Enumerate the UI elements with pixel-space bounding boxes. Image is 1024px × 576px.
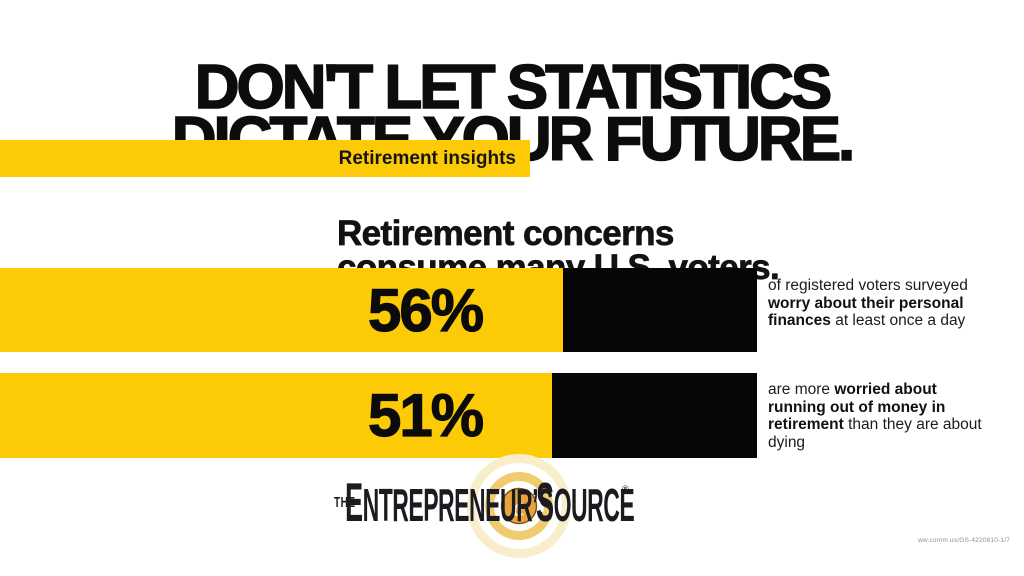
stat-row-51: 51% are more worried about running out o… — [0, 373, 1024, 458]
stat-section-heading-line1: Retirement concerns — [337, 214, 675, 254]
stat-description: are more worried about running out of mo… — [768, 381, 986, 451]
stat-value: 51% — [367, 381, 484, 449]
ribbon-label: Retirement insights — [338, 148, 516, 169]
retirement-insights-ribbon: Retirement insights — [0, 140, 530, 177]
stat-value: 56% — [367, 276, 484, 344]
stat-description: of registered voters surveyed worry abou… — [768, 277, 986, 330]
stat-bar-yellow — [0, 268, 563, 352]
stat-desc-post: at least once a day — [830, 312, 966, 329]
page-title-line1: DON'T LET STATISTICS — [194, 52, 833, 122]
logo-the: THE — [334, 494, 356, 511]
stat-desc-bold: worry about their personal finances — [768, 294, 964, 330]
logo-entrepreneurs: ENTREPRENEUR’S — [345, 472, 553, 533]
stat-desc-pre: are more — [768, 381, 835, 398]
logo-e-glyph: e — [513, 492, 525, 523]
stat-desc-bold: worried about running out of money in re… — [768, 381, 946, 433]
brand-logo: e THE ENTREPRENEUR’S SOURCE ® — [330, 454, 670, 570]
stat-desc-post: than they are about dying — [768, 416, 982, 451]
stat-bar-yellow — [0, 373, 552, 458]
page-title: DON'T LET STATISTICS DICTATE YOUR FUTURE… — [0, 52, 1024, 171]
fine-print-code: ww.comm.us/GS-4220810-1/7 — [918, 537, 1011, 544]
bullseye-icon: e — [467, 454, 571, 558]
registered-mark: ® — [622, 484, 629, 494]
stat-desc-pre: of registered voters surveyed — [768, 277, 968, 294]
stat-row-56: 56% of registered voters surveyed worry … — [0, 268, 1024, 352]
logo-source: SOURCE — [536, 472, 635, 533]
stat-bar-black — [552, 373, 757, 458]
stat-bar-black — [563, 268, 757, 352]
